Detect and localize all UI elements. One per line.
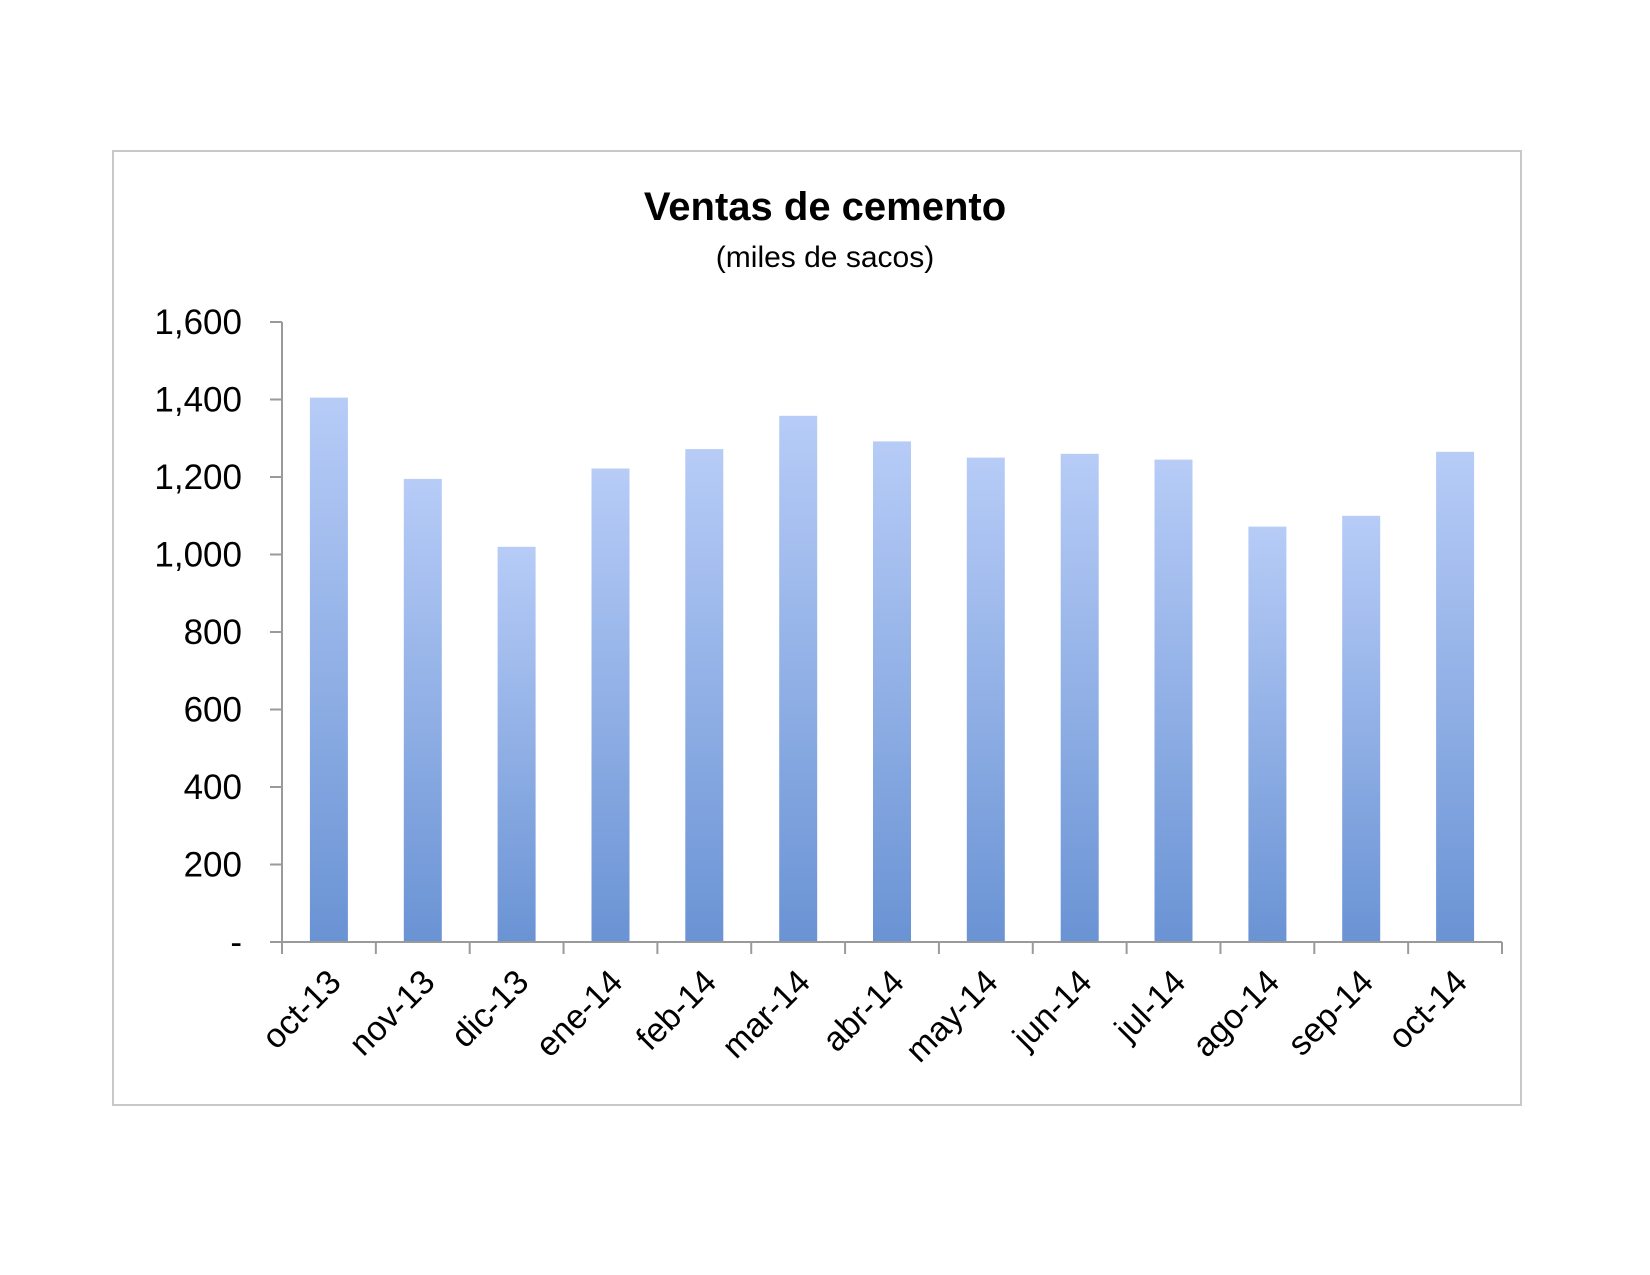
bars-layer xyxy=(309,397,1475,943)
chart-title: Ventas de cemento xyxy=(644,185,1006,229)
x-category-label: ago-14 xyxy=(1185,963,1287,1065)
bar-oct-13 xyxy=(309,397,348,943)
bar-nov-13 xyxy=(403,478,442,942)
x-category-label: abr-14 xyxy=(815,963,911,1059)
y-axis-ticks: - 200 400 600 800 1,000 1,200 1,400 1,600 xyxy=(154,303,282,962)
x-category-label: jun-14 xyxy=(1005,963,1099,1057)
y-tick-label: 1,600 xyxy=(154,303,242,342)
x-category-label: feb-14 xyxy=(629,963,724,1058)
chart-subtitle: (miles de sacos) xyxy=(716,241,934,274)
y-tick-label: 1,200 xyxy=(154,458,242,497)
x-category-label: may-14 xyxy=(898,963,1005,1070)
bar-jun-14 xyxy=(1060,453,1099,943)
x-category-label: ene-14 xyxy=(528,963,630,1065)
bar-jul-14 xyxy=(1154,459,1193,942)
y-tick-label: 400 xyxy=(184,768,242,807)
y-tick-label: 1,000 xyxy=(154,536,242,575)
y-tick-label: 600 xyxy=(184,691,242,730)
bar-abr-14 xyxy=(873,441,911,942)
x-category-label: sep-14 xyxy=(1281,963,1381,1063)
x-category-label: nov-13 xyxy=(342,963,442,1063)
bar-may-14 xyxy=(966,457,1005,942)
y-tick-label: 200 xyxy=(184,846,242,885)
bar-oct-14 xyxy=(1436,451,1475,942)
y-tick-label: 1,400 xyxy=(154,381,242,420)
bar-chart: Ventas de cemento (miles de sacos) - 200 4… xyxy=(154,185,1503,1070)
bar-ago-14 xyxy=(1248,526,1287,942)
bar-feb-14 xyxy=(685,449,724,942)
bar-dic-13 xyxy=(497,546,536,943)
bar-ene-14 xyxy=(591,468,630,942)
x-category-label: mar-14 xyxy=(715,963,818,1066)
x-category-label: jul-14 xyxy=(1107,963,1193,1049)
bar-sep-14 xyxy=(1342,515,1381,943)
x-category-label: oct-14 xyxy=(1381,963,1475,1057)
x-category-label: oct-13 xyxy=(255,963,349,1057)
y-tick-label: - xyxy=(230,923,242,962)
bar-mar-14 xyxy=(779,415,818,942)
chart-frame: Ventas de cemento (miles de sacos) - 200 4… xyxy=(112,150,1522,1106)
x-category-label: dic-13 xyxy=(444,963,536,1055)
y-tick-label: 800 xyxy=(184,613,242,652)
